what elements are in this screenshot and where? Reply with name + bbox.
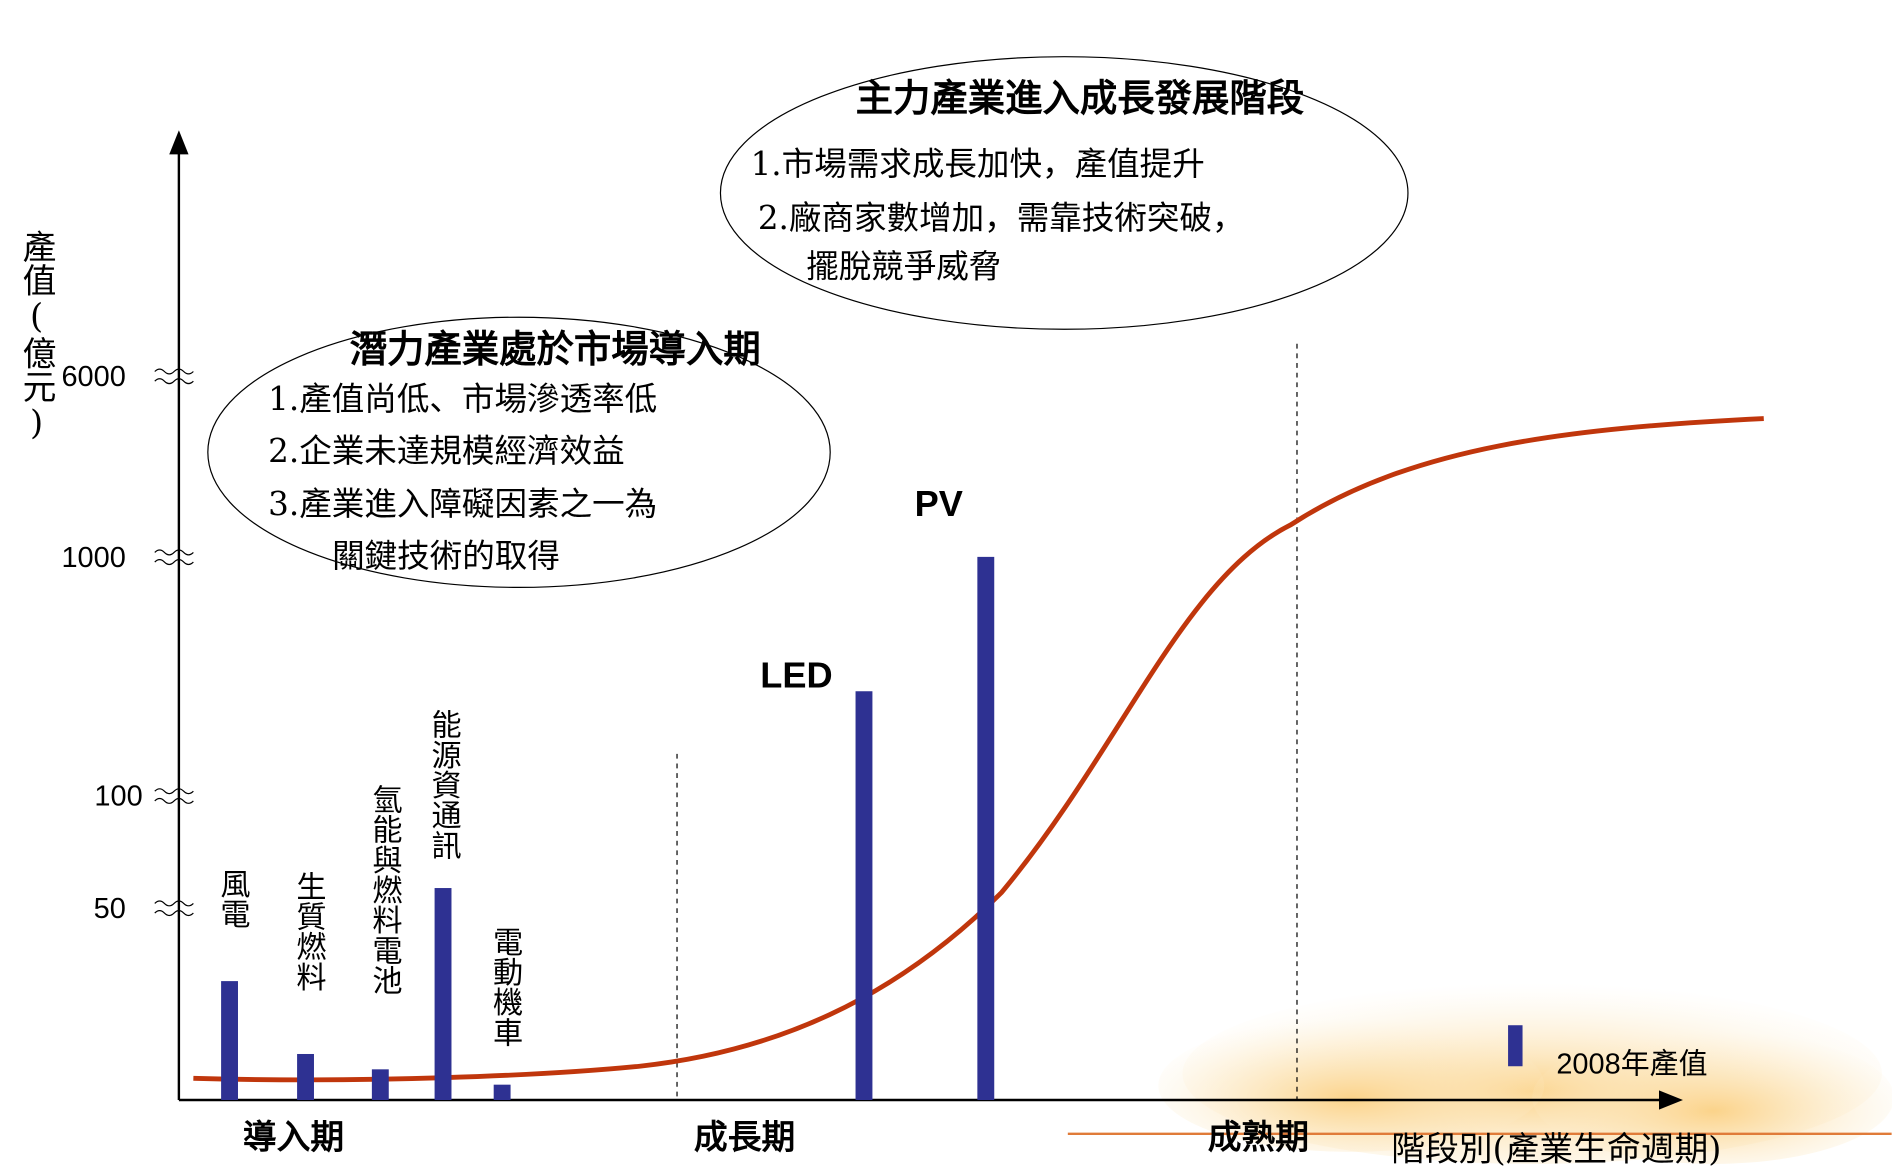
axis-break — [154, 788, 194, 804]
y-tick-label: 1000 — [61, 542, 125, 574]
y-tick-label: 100 — [94, 781, 142, 813]
annotation-line: 2.企業未達規模經濟效益 — [268, 432, 625, 470]
annotation-bubble — [719, 56, 1409, 330]
y-tick-label: 6000 — [61, 361, 125, 393]
axis-break — [154, 549, 194, 566]
stage-label: 導入期 — [243, 1116, 344, 1156]
annotation-line: 3.產業進入障礙因素之一為 — [268, 485, 657, 523]
annotation-line: 1.市場需求成長加快，產值提升 — [751, 145, 1205, 183]
bar — [855, 691, 873, 1101]
bar — [977, 556, 995, 1101]
category-label: 電動機車 — [487, 926, 523, 1047]
bar — [493, 1084, 511, 1101]
lifecycle-curve — [193, 416, 1764, 1083]
axis-break — [154, 900, 194, 917]
annotation-line: 關鍵技術的取得 — [332, 537, 560, 575]
bar — [434, 888, 452, 1101]
annotation-bubble — [207, 316, 831, 588]
y-tick-label: 50 — [94, 893, 126, 925]
category-label: 風電 — [214, 868, 249, 928]
stage-label: 成長期 — [694, 1116, 795, 1156]
decoration — [1067, 983, 1892, 1164]
category-label: PV — [915, 483, 963, 524]
category-label: LED — [760, 655, 832, 696]
stage-label: 成熟期 — [1208, 1116, 1309, 1156]
annotation-line: 擺脫競爭威脅 — [806, 247, 1001, 285]
x-axis-title: 階段別(產業生命週期) — [1391, 1129, 1721, 1168]
y-axis-title: 產值(億元) — [17, 229, 56, 442]
annotation-title: 潛力產業處於市場導入期 — [350, 327, 761, 371]
category-label: 氫能與燃料電池 — [366, 784, 402, 996]
category-label: 生質燃料 — [290, 870, 326, 991]
bar — [371, 1069, 389, 1101]
legend-label: 2008年產值 — [1556, 1048, 1707, 1080]
bar — [297, 1053, 314, 1101]
annotation-title: 主力產業進入成長發展階段 — [856, 76, 1305, 120]
category-label: 能源資通訊 — [426, 709, 461, 861]
legend-swatch — [1508, 1025, 1523, 1067]
bar — [221, 981, 238, 1101]
axis-break — [154, 368, 194, 385]
annotation-line: 1.產值尚低、市場滲透率低 — [268, 380, 657, 418]
annotation-line: 2.廠商家數增加，需靠技術突破， — [758, 199, 1245, 237]
